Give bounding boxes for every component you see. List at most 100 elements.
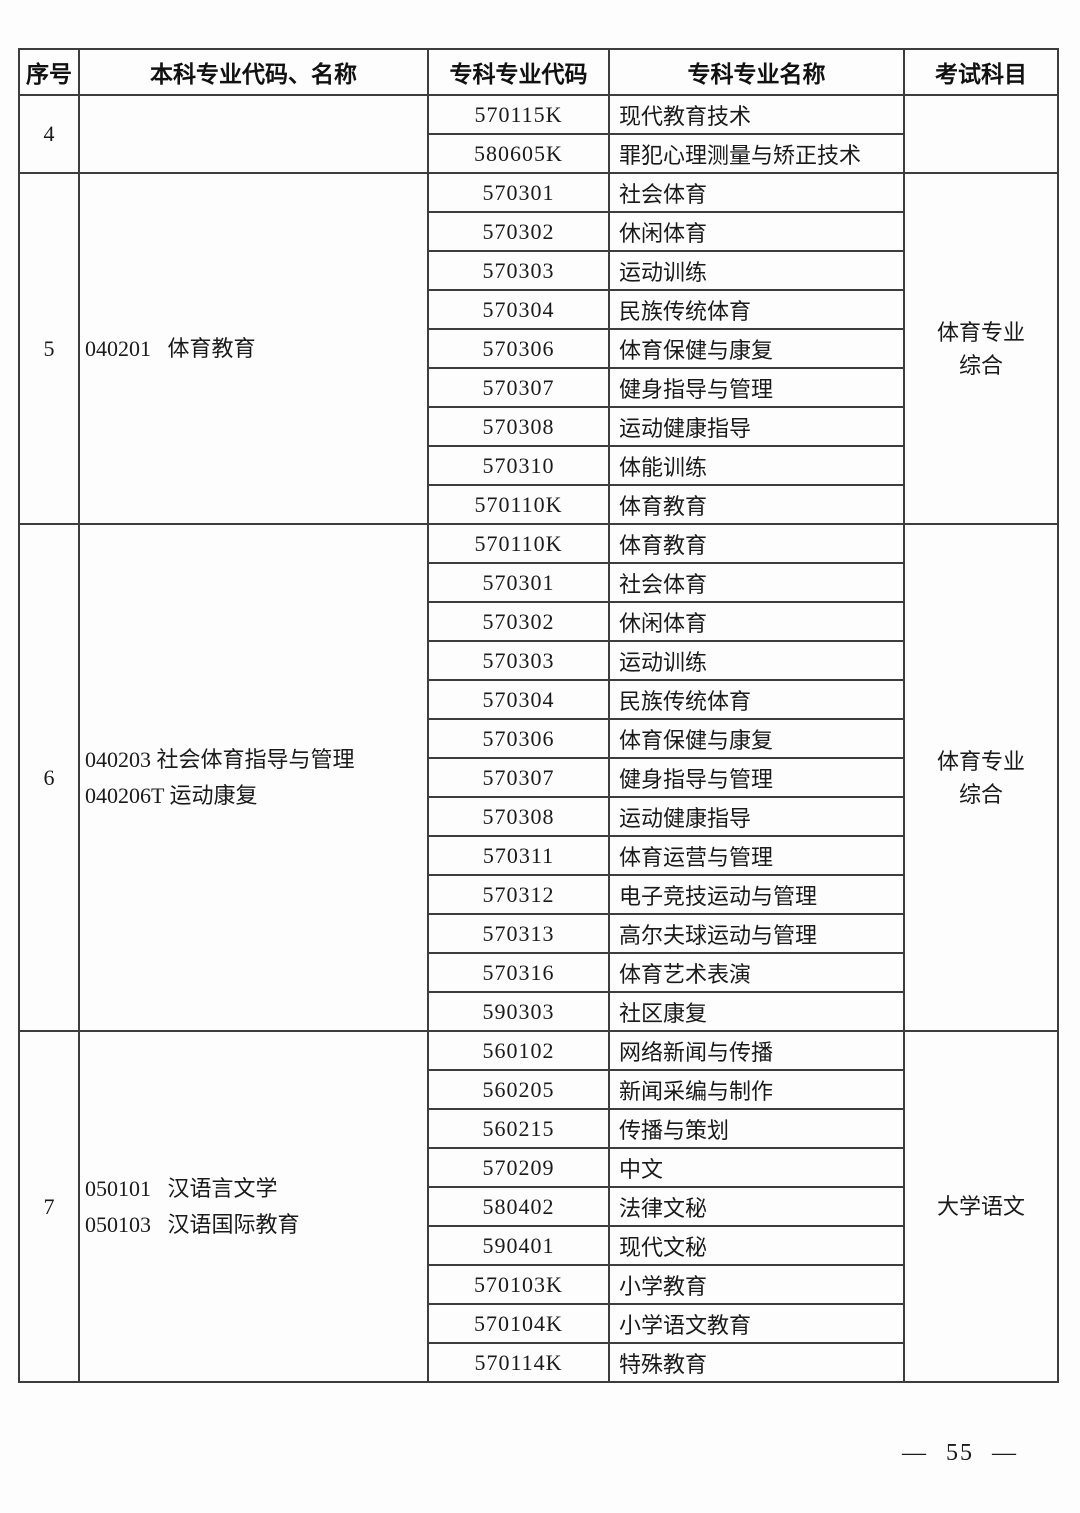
name-cell: 体能训练	[608, 445, 905, 486]
table-row: 6 040203 社会体育指导与管理 040206T 运动康复 570110K 体育教…	[18, 523, 1059, 1032]
code-cell: 590401	[427, 1225, 610, 1266]
majors-table: 序号 本科专业代码、名称 专科专业代码 专科专业名称 考试科目 4 570115K 现代教育…	[18, 48, 1059, 1383]
name-cell: 体育运营与管理	[608, 835, 905, 876]
code-cell: 570316	[427, 952, 610, 993]
name-cell: 小学语文教育	[608, 1303, 905, 1344]
name-cell: 体育保健与康复	[608, 328, 905, 369]
exam-subject-label: 大学语文	[936, 1194, 1025, 1219]
table-row: 570209 中文	[19, 1147, 1058, 1188]
name-cell: 休闲体育	[608, 601, 905, 642]
code-cell: 570209	[427, 1147, 610, 1188]
exam-subject-label: 体育专业综合	[936, 748, 1025, 807]
name-cell: 体育保健与康复	[608, 718, 905, 759]
name-cell: 运动训练	[608, 250, 905, 291]
name-cell: 特殊教育	[608, 1342, 905, 1383]
code-cell: 570104K	[427, 1303, 610, 1344]
name-cell: 电子竞技运动与管理	[608, 874, 905, 915]
table-row: 560215 传播与策划	[19, 1108, 1058, 1149]
code-cell: 570301	[427, 562, 610, 603]
table-row: 570303 运动训练	[19, 250, 1058, 291]
code-cell: 570302	[427, 601, 610, 642]
code-cell: 570306	[427, 718, 610, 759]
column-header: 序号	[18, 48, 80, 96]
table-row: 570304 民族传统体育	[19, 289, 1058, 330]
table-row: 5 040201 体育教育 570301 社会体育 体育专业综合	[18, 172, 1059, 525]
table-row: 570311 体育运营与管理	[19, 835, 1058, 876]
name-cell: 运动健康指导	[608, 406, 905, 447]
table-row: 570312 电子竞技运动与管理	[19, 874, 1058, 915]
name-cell: 现代教育技术	[608, 94, 905, 135]
code-cell: 570304	[427, 289, 610, 330]
name-cell: 运动健康指导	[608, 796, 905, 837]
table-row: 570303 运动训练	[19, 640, 1058, 681]
code-cell: 570302	[427, 211, 610, 252]
name-cell: 法律文秘	[608, 1186, 905, 1227]
column-header: 本科专业代码、名称	[78, 48, 429, 96]
code-cell: 560205	[427, 1069, 610, 1110]
code-cell: 570110K	[427, 523, 610, 564]
table-row: 570307 健身指导与管理	[19, 367, 1058, 408]
code-cell: 570307	[427, 367, 610, 408]
code-cell: 570313	[427, 913, 610, 954]
code-cell: 570308	[427, 406, 610, 447]
table-row: 570104K 小学语文教育	[19, 1303, 1058, 1344]
table-row: 580402 法律文秘	[19, 1186, 1058, 1227]
code-cell: 580605K	[427, 133, 610, 174]
code-cell: 570303	[427, 250, 610, 291]
table-row: 570301 社会体育	[19, 562, 1058, 603]
table-row: 570316 体育艺术表演	[19, 952, 1058, 993]
table-row: 570313 高尔夫球运动与管理	[19, 913, 1058, 954]
name-cell: 社区康复	[608, 991, 905, 1032]
undergrad-cell: 050101 汉语言文学 050103 汉语国际教育	[78, 1030, 429, 1383]
code-cell: 570115K	[427, 94, 610, 135]
table-body: 4 570115K 现代教育技术 580605K 罪犯心理测量与矫正技术 5 040201 …	[18, 94, 1059, 1383]
table-row: 570308 运动健康指导	[19, 406, 1058, 447]
table-header: 序号 本科专业代码、名称 专科专业代码 专科专业名称 考试科目	[18, 48, 1059, 96]
table-row: 4 570115K 现代教育技术	[18, 94, 1059, 174]
table-row: 570306 体育保健与康复	[19, 718, 1058, 759]
code-cell: 570312	[427, 874, 610, 915]
code-cell: 560102	[427, 1030, 610, 1071]
code-cell: 570301	[427, 172, 610, 213]
name-cell: 体育教育	[608, 523, 905, 564]
table-row: 560205 新闻采编与制作	[19, 1069, 1058, 1110]
code-cell: 590303	[427, 991, 610, 1032]
table-row: 570306 体育保健与康复	[19, 328, 1058, 369]
code-cell: 570310	[427, 445, 610, 486]
name-cell: 休闲体育	[608, 211, 905, 252]
table-row: 570110K 体育教育	[19, 484, 1058, 525]
undergrad-cell: 040201 体育教育	[78, 172, 429, 525]
name-cell: 高尔夫球运动与管理	[608, 913, 905, 954]
code-cell: 560215	[427, 1108, 610, 1149]
table-row: 570302 休闲体育	[19, 211, 1058, 252]
exam-cell: 体育专业综合	[903, 172, 1059, 525]
column-header: 专科专业名称	[608, 48, 905, 96]
exam-subject-label: 体育专业综合	[936, 319, 1025, 378]
undergrad-cell: 040203 社会体育指导与管理 040206T 运动康复	[78, 523, 429, 1032]
code-cell: 570308	[427, 796, 610, 837]
column-header: 考试科目	[903, 48, 1059, 96]
table-row: 570302 休闲体育	[19, 601, 1058, 642]
exam-cell: 大学语文	[903, 1030, 1059, 1383]
table-row: 570103K 小学教育	[19, 1264, 1058, 1305]
name-cell: 社会体育	[608, 562, 905, 603]
table-row: 570308 运动健康指导	[19, 796, 1058, 837]
name-cell: 新闻采编与制作	[608, 1069, 905, 1110]
code-cell: 570303	[427, 640, 610, 681]
seq-cell: 4	[18, 94, 80, 174]
table-row: 570114K 特殊教育	[19, 1342, 1058, 1383]
name-cell: 体育艺术表演	[608, 952, 905, 993]
exam-cell: 体育专业综合	[903, 523, 1059, 1032]
code-cell: 570311	[427, 835, 610, 876]
name-cell: 小学教育	[608, 1264, 905, 1305]
name-cell: 体育教育	[608, 484, 905, 525]
name-cell: 民族传统体育	[608, 289, 905, 330]
code-cell: 570110K	[427, 484, 610, 525]
name-cell: 现代文秘	[608, 1225, 905, 1266]
seq-cell: 7	[18, 1030, 80, 1383]
code-cell: 570103K	[427, 1264, 610, 1305]
table-row: 590401 现代文秘	[19, 1225, 1058, 1266]
code-cell: 570307	[427, 757, 610, 798]
header-row: 序号 本科专业代码、名称 专科专业代码 专科专业名称 考试科目	[18, 48, 1059, 96]
